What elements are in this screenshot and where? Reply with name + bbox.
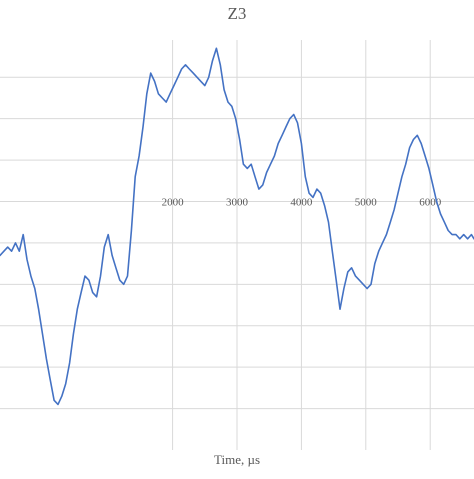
x-tick-label: 4000 [290,197,313,209]
chart-title: Z3 [227,4,247,23]
x-axis-label: Time, µs [213,452,261,467]
series-line [0,47,474,406]
x-tick-label: 3000 [226,197,249,209]
x-tick-label: 2000 [162,197,185,209]
x-tick-label: 5000 [355,197,378,209]
